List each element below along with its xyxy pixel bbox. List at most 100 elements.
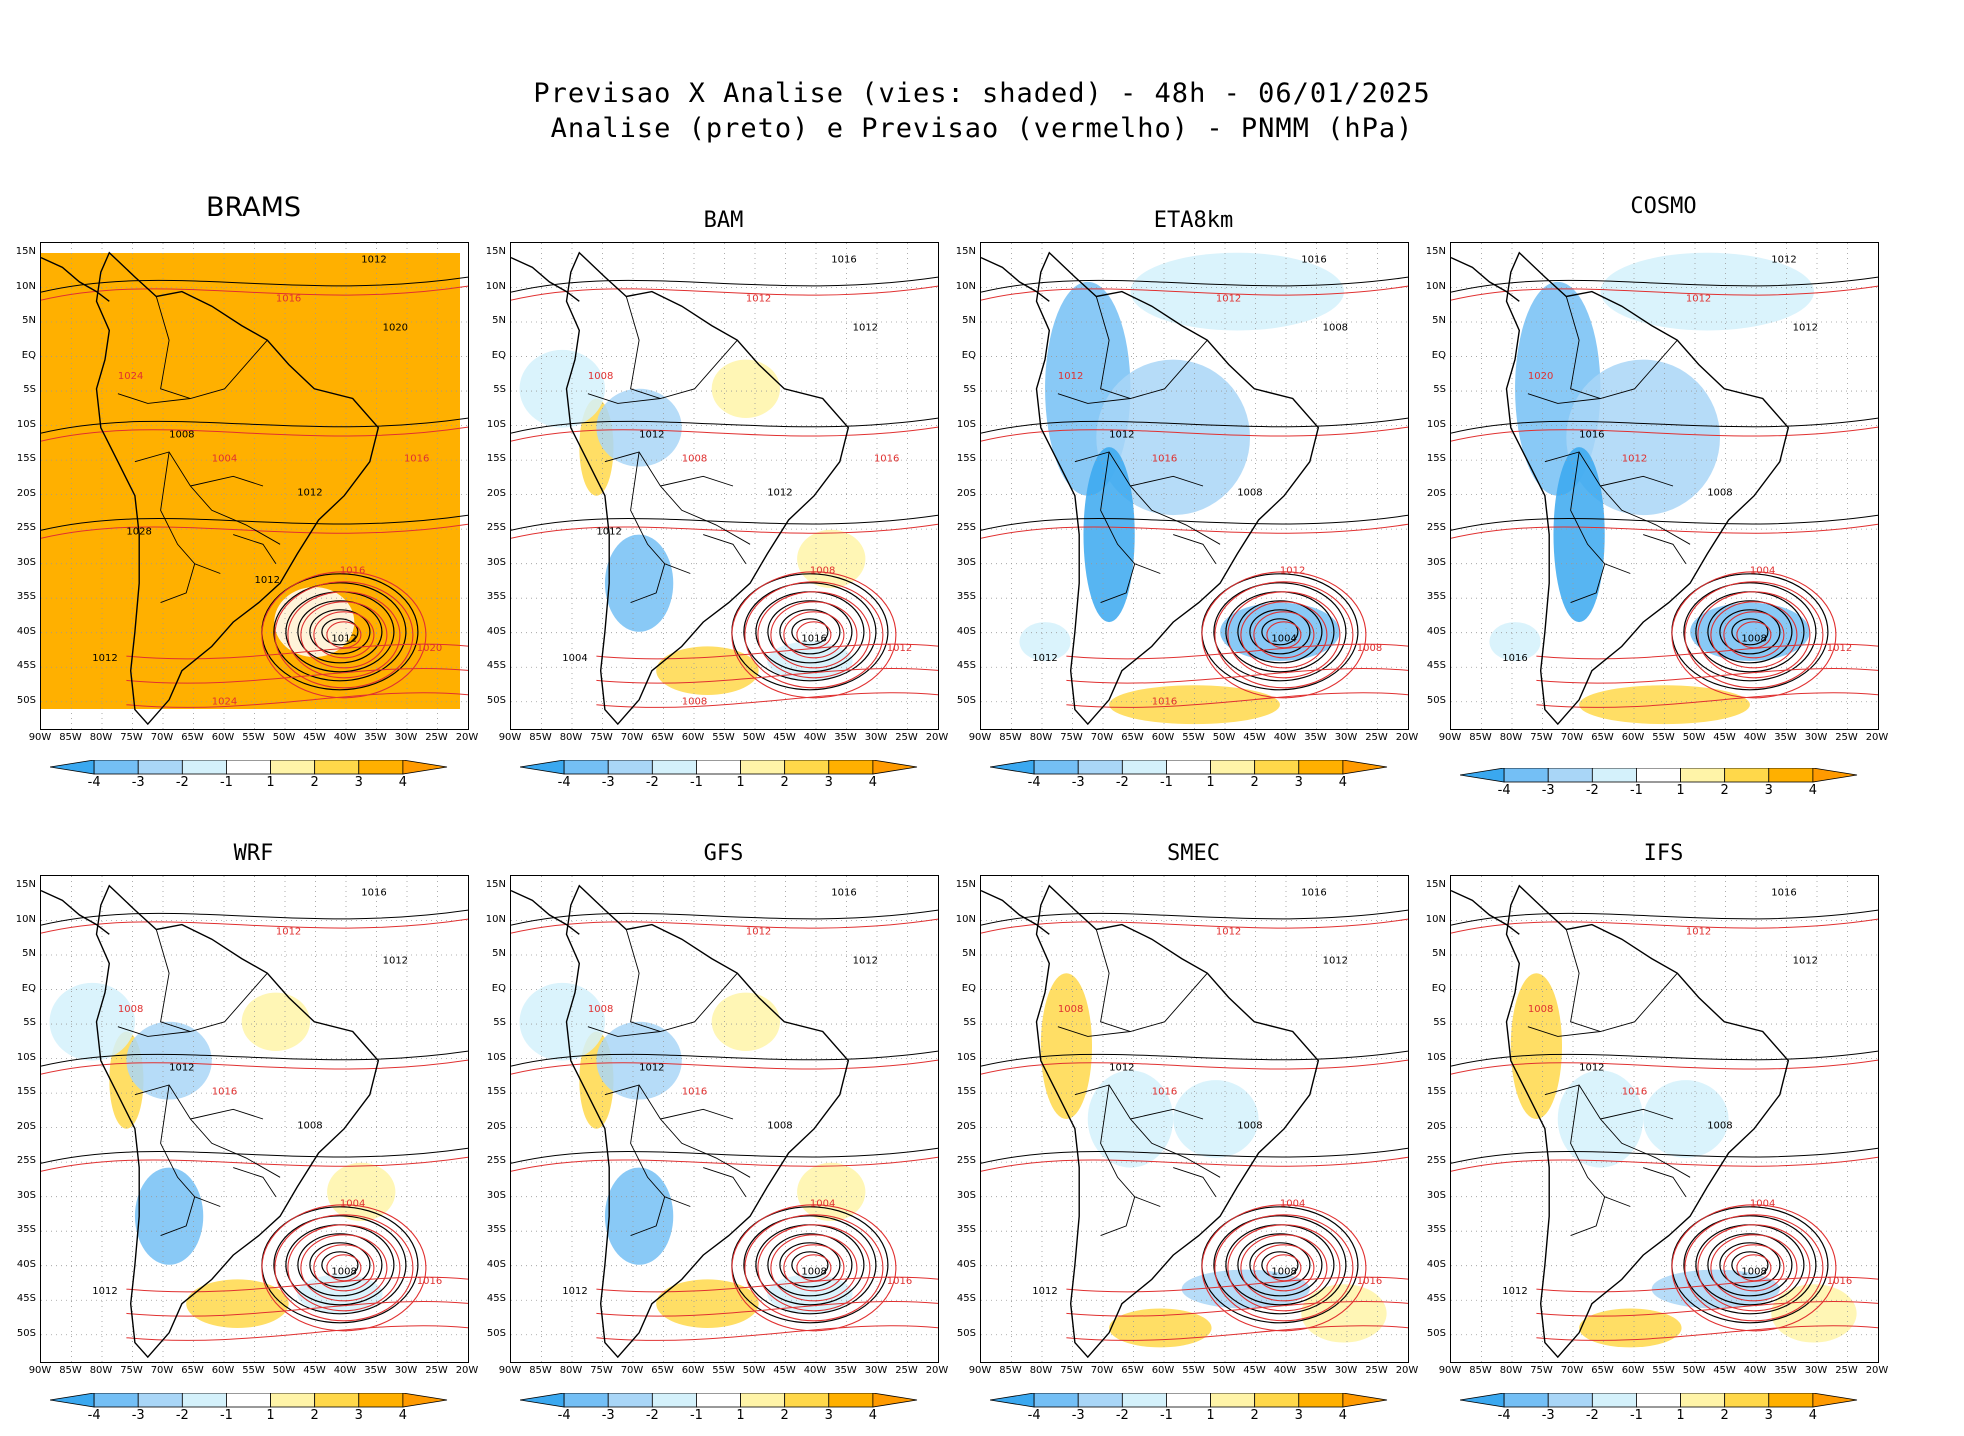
bias-patch bbox=[596, 1021, 682, 1100]
colorbar bbox=[519, 759, 937, 782]
forecast-isobar bbox=[1201, 571, 1367, 699]
map-frame: 1016 1012 1012 1008 1012 1016 1008 1004 1008 1016… bbox=[1450, 875, 1879, 1363]
analysis-isobar bbox=[981, 1050, 1408, 1067]
lon-tick-label: 85W bbox=[529, 732, 552, 743]
bias-patch bbox=[297, 1274, 383, 1314]
lat-tick-label: EQ bbox=[491, 349, 506, 361]
colorbar-swatch bbox=[402, 759, 448, 775]
country-border bbox=[155, 296, 268, 399]
colorbar-swatch bbox=[1812, 1392, 1858, 1408]
colorbar bbox=[989, 759, 1407, 782]
colorbar-swatch bbox=[784, 759, 830, 775]
isobar-label: 1012 bbox=[1579, 1062, 1604, 1073]
lat-tick-label: 45S bbox=[956, 660, 976, 672]
lat-tick-label: 20S bbox=[956, 1120, 976, 1132]
analysis-isobar bbox=[1719, 609, 1781, 655]
lon-tick-label: 85W bbox=[999, 732, 1022, 743]
bias-patch bbox=[49, 982, 135, 1061]
forecast-isobar bbox=[1536, 643, 1878, 660]
isobar-label: 1016 bbox=[1152, 454, 1177, 465]
lon-tick-label: 40W bbox=[1273, 1365, 1297, 1376]
lon-tick-label: 75W bbox=[120, 732, 143, 743]
colorbar-swatch bbox=[607, 759, 653, 775]
lon-tick-label: 40W bbox=[333, 732, 357, 743]
analysis-isobar bbox=[791, 618, 829, 646]
lon-tick-label: 60W bbox=[211, 1365, 235, 1376]
coastline bbox=[511, 256, 580, 302]
lon-tick-label: 25W bbox=[895, 1365, 918, 1376]
country-border bbox=[630, 451, 691, 574]
lon-tick-label: 45W bbox=[773, 732, 796, 743]
lon-tick-label: 65W bbox=[181, 732, 204, 743]
bias-patch bbox=[241, 992, 311, 1051]
isobar-label: 1016 bbox=[417, 1276, 442, 1287]
country-border bbox=[625, 929, 738, 1032]
colorbar-swatch bbox=[137, 759, 183, 775]
colorbar-swatch bbox=[872, 759, 918, 775]
lat-tick-label: 40S bbox=[956, 625, 976, 637]
lon-tick-label: 50W bbox=[1212, 732, 1236, 743]
forecast-isobar bbox=[596, 643, 938, 660]
lat-tick-label: 15N bbox=[485, 879, 506, 890]
lon-tick-label: 20W bbox=[455, 1365, 479, 1376]
map-canvas: 1016 1012 1012 1008 1012 1016 1008 1004 1008 1016… bbox=[981, 876, 1408, 1362]
forecast-isobar bbox=[1723, 1244, 1785, 1292]
lon-tick-label: 85W bbox=[1469, 1365, 1492, 1376]
lon-tick-label: 35W bbox=[834, 1365, 857, 1376]
figure-title-line2: Analise (preto) e Previsao (vermelho) - … bbox=[550, 113, 1414, 144]
colorbar-swatch bbox=[828, 1392, 874, 1408]
coastline bbox=[95, 251, 380, 726]
map-frame: 1016 1012 1012 1008 1012 1016 1008 1004 1008 1016… bbox=[980, 875, 1409, 1363]
lon-tick-label: 50W bbox=[272, 1365, 296, 1376]
bias-patch bbox=[1096, 359, 1251, 516]
colorbar-label: 3 bbox=[1764, 1408, 1773, 1423]
isobar-label: 1004 bbox=[340, 1198, 365, 1209]
isobar-label: 1012 bbox=[276, 926, 301, 937]
lon-tick-label: 90W bbox=[1438, 732, 1462, 743]
country-border bbox=[1130, 475, 1204, 487]
isobar-label: 1016 bbox=[404, 454, 429, 465]
colorbar-label: 4 bbox=[868, 1408, 878, 1423]
colorbar-swatch bbox=[696, 759, 741, 775]
isobar-label: 1008 bbox=[297, 1121, 322, 1132]
isobar-label: 1008 bbox=[1707, 1121, 1732, 1132]
forecast-isobar bbox=[41, 918, 468, 934]
forecast-isobar bbox=[770, 601, 858, 669]
country-border bbox=[1643, 534, 1687, 565]
lon-tick-label: 35W bbox=[1304, 1365, 1327, 1376]
coastline bbox=[981, 889, 1050, 935]
lat-tick-label: 20S bbox=[1426, 1120, 1446, 1132]
lon-tick-label: 85W bbox=[59, 732, 82, 743]
forecast-isobar bbox=[41, 285, 468, 301]
colorbar-label: -4 bbox=[1027, 775, 1041, 790]
lon-tick-label: 50W bbox=[1682, 732, 1706, 743]
lat-tick-label: 50S bbox=[486, 1327, 506, 1339]
country-border bbox=[1130, 1108, 1204, 1120]
forecast-isobar bbox=[300, 601, 388, 669]
lat-tick-label: 5S bbox=[493, 384, 506, 396]
country-border bbox=[160, 563, 196, 604]
forecast-isobar bbox=[274, 581, 414, 689]
lat-tick-label: 15N bbox=[955, 246, 976, 257]
isobar-label: 1016 bbox=[1357, 1276, 1382, 1287]
forecast-isobar bbox=[1723, 611, 1785, 659]
lon-tick-label: 50W bbox=[742, 732, 766, 743]
analysis-isobar bbox=[511, 1147, 938, 1164]
isobar-label: 1012 bbox=[1109, 429, 1134, 440]
colorbar-swatch bbox=[1033, 759, 1079, 775]
bias-patch bbox=[656, 646, 759, 695]
lon-tick-label: 80W bbox=[1029, 732, 1053, 743]
forecast-isobar bbox=[1451, 523, 1878, 539]
bias-patch bbox=[1643, 1080, 1729, 1158]
lat-tick-label: 50S bbox=[486, 694, 506, 706]
forecast-isobar bbox=[1214, 581, 1354, 689]
lon-tick-label: 35W bbox=[1304, 732, 1327, 743]
colorbar-label: -3 bbox=[131, 775, 145, 790]
coastline bbox=[41, 889, 110, 935]
country-border bbox=[1570, 563, 1606, 604]
colorbar-label: 3 bbox=[1764, 783, 1773, 798]
colorbar-swatch bbox=[1591, 767, 1637, 783]
lat-tick-label: 50S bbox=[956, 694, 976, 706]
bias-patch bbox=[1130, 252, 1344, 331]
colorbar-label: -2 bbox=[1115, 775, 1129, 790]
